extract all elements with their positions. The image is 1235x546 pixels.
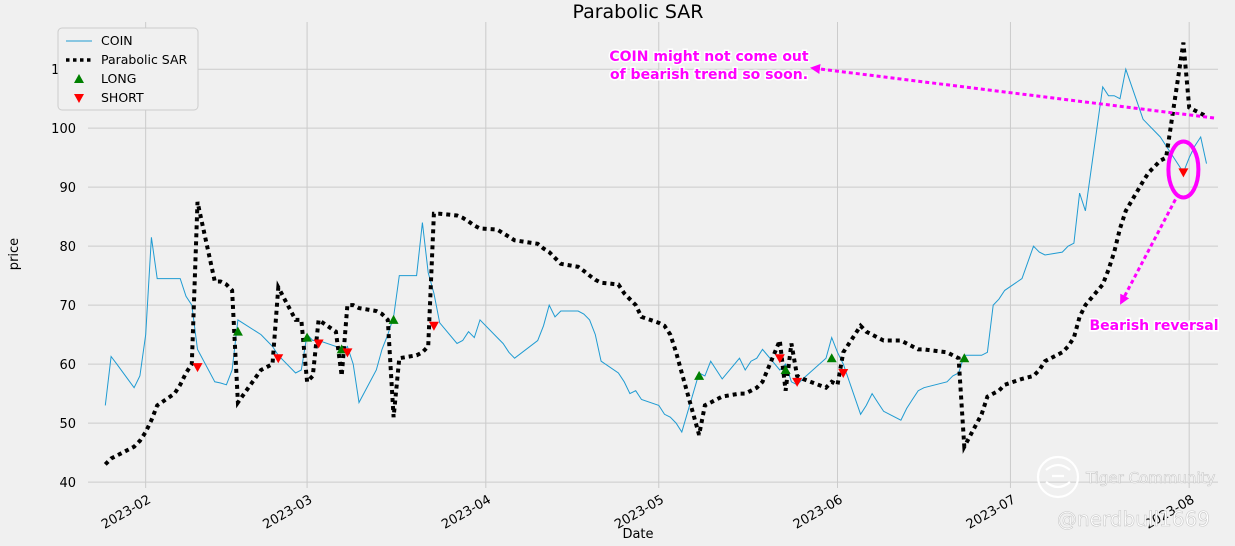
coin-price-line	[104, 67, 1207, 434]
short-signal-marker	[192, 363, 203, 373]
long-signal-marker	[694, 370, 705, 380]
legend-coin-label: COIN	[101, 33, 133, 48]
legend: COIN Parabolic SAR LONG SHORT	[57, 27, 199, 111]
short-signal-marker	[273, 354, 284, 364]
legend-long-label: LONG	[101, 71, 136, 86]
short-signal-marker	[342, 348, 353, 358]
long-signal-marker	[826, 353, 837, 363]
series-layer	[103, 42, 1208, 466]
trend-note-text: of bearish trend so soon.	[610, 67, 808, 83]
y-tick-label: 90	[59, 181, 76, 196]
y-tick-label: 100	[51, 122, 76, 137]
legend-frame	[57, 27, 199, 111]
short-signal-marker	[428, 321, 439, 331]
long-signal-marker	[302, 332, 313, 342]
x-axis-label: Date	[622, 527, 653, 542]
y-tick-label: 70	[59, 299, 76, 314]
long-signal-marker	[780, 365, 791, 375]
long-signal-marker	[959, 353, 970, 363]
legend-short-marker	[74, 94, 84, 103]
long-signal-marker	[388, 314, 399, 324]
watermark-handle: @nerdbull1669	[1057, 507, 1210, 531]
y-tick-label: 40	[59, 476, 76, 491]
legend-sar-label: Parabolic SAR	[101, 52, 188, 67]
y-axis-label: price	[7, 238, 22, 270]
short-signal-marker	[838, 368, 849, 378]
short-signal-marker	[313, 339, 324, 349]
signal-markers	[192, 168, 1189, 387]
long-signal-marker	[232, 326, 243, 336]
reversal-note-text: Bearish reversal	[1090, 318, 1219, 334]
short-signal-marker	[792, 377, 803, 387]
parabolic-sar-line	[103, 42, 1208, 466]
y-tick-label: 80	[59, 240, 76, 255]
short-signal-marker	[1178, 168, 1189, 178]
tiger-logo-icon	[1036, 455, 1080, 499]
legend-long-marker	[74, 74, 84, 83]
trend-note-arrow	[810, 64, 1215, 120]
reversal-highlight-ellipse	[1166, 139, 1201, 200]
reversal-note-arrow	[1119, 198, 1177, 305]
y-tick-label: 60	[59, 358, 76, 373]
chart-title: Parabolic SAR	[572, 1, 703, 23]
trend-note-text: COIN might not come out	[609, 49, 809, 65]
y-tick-label: 50	[59, 417, 76, 432]
watermark-brand: Tiger Community	[1085, 469, 1215, 487]
watermark: Tiger Community @nerdbull1669	[1036, 455, 1216, 531]
annotations: COIN might not come out of bearish trend …	[608, 48, 1220, 336]
legend-short-label: SHORT	[101, 90, 144, 105]
short-signal-marker	[774, 354, 785, 364]
